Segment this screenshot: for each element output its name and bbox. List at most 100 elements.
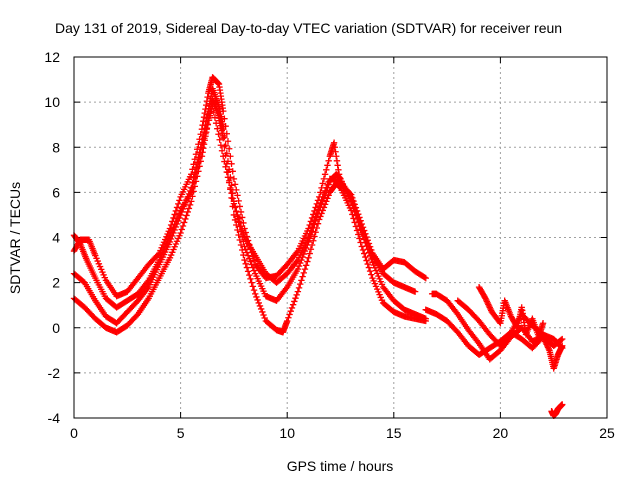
- data-point: [191, 156, 199, 163]
- data-point: [285, 314, 292, 321]
- data-point: [364, 260, 371, 268]
- data-point: [289, 301, 297, 308]
- x-axis-label: GPS time / hours: [287, 458, 394, 474]
- data-point: [360, 231, 368, 238]
- data-point: [228, 189, 235, 197]
- data-point: [304, 258, 311, 265]
- data-point: [222, 163, 229, 171]
- data-point: [311, 216, 318, 224]
- data-point: [365, 264, 373, 271]
- data-points: [70, 74, 566, 419]
- data-point: [207, 112, 214, 119]
- data-point: [257, 305, 265, 313]
- y-tick-label: 2: [52, 275, 60, 291]
- data-point: [310, 220, 317, 227]
- data-point: [241, 256, 248, 264]
- data-point: [306, 230, 313, 238]
- data-point: [185, 205, 193, 212]
- data-point: [176, 197, 183, 204]
- data-point: [252, 290, 259, 298]
- data-point: [237, 223, 245, 230]
- data-point: [362, 234, 369, 241]
- data-point: [233, 207, 240, 215]
- data-point: [220, 135, 227, 142]
- data-point: [315, 202, 323, 210]
- data-point: [294, 288, 302, 295]
- data-point: [244, 252, 252, 259]
- data-point: [353, 211, 361, 218]
- data-point: [188, 198, 195, 205]
- data-point: [229, 195, 236, 202]
- data-point: [319, 193, 326, 201]
- data-point: [366, 246, 374, 253]
- chart-title: Day 131 of 2019, Sidereal Day-to-day VTE…: [55, 20, 562, 36]
- data-point: [321, 187, 329, 195]
- data-point: [308, 223, 316, 231]
- data-point: [241, 243, 248, 250]
- data-point: [249, 283, 257, 290]
- data-point: [202, 105, 209, 113]
- data-point: [192, 151, 200, 158]
- data-point: [246, 271, 253, 279]
- data-point: [182, 215, 189, 223]
- data-point: [350, 200, 357, 208]
- data-point: [294, 265, 302, 273]
- data-point: [356, 218, 363, 225]
- data-point: [186, 201, 194, 209]
- data-point: [323, 198, 330, 205]
- data-point: [243, 264, 251, 271]
- data-point: [198, 144, 206, 151]
- data-point: [223, 130, 230, 137]
- data-point: [229, 168, 236, 175]
- data-point: [358, 225, 366, 232]
- data-point: [225, 145, 233, 152]
- data-point: [421, 274, 428, 281]
- data-point: [261, 314, 268, 322]
- data-point: [362, 253, 369, 261]
- data-point: [300, 269, 307, 277]
- data-point: [236, 219, 244, 226]
- data-point: [324, 162, 331, 169]
- data-point: [305, 234, 312, 241]
- data-point: [218, 147, 226, 154]
- y-tick-label: 8: [52, 139, 60, 155]
- data-point: [422, 274, 429, 282]
- data-point: [539, 320, 547, 327]
- data-point: [558, 343, 565, 351]
- data-point: [319, 180, 326, 187]
- data-point: [302, 262, 310, 269]
- data-point: [324, 181, 331, 189]
- data-point: [325, 157, 332, 164]
- data-point: [306, 250, 313, 257]
- data-point: [312, 229, 319, 236]
- data-point: [225, 179, 233, 186]
- data-point: [195, 141, 202, 148]
- data-point: [224, 174, 232, 181]
- data-point: [513, 323, 520, 330]
- data-point: [242, 246, 249, 253]
- data-point: [310, 237, 317, 244]
- data-point: [221, 115, 228, 122]
- data-point: [284, 317, 291, 325]
- data-point: [214, 125, 221, 132]
- grid-lines: [74, 57, 607, 418]
- data-point: [183, 212, 190, 219]
- data-point: [305, 254, 312, 262]
- data-point: [215, 131, 222, 138]
- data-point: [360, 250, 368, 257]
- data-point: [365, 243, 373, 250]
- data-point: [190, 179, 197, 186]
- data-point: [220, 107, 227, 115]
- data-point: [292, 294, 299, 302]
- data-point: [320, 175, 328, 183]
- x-tick-label: 15: [386, 425, 402, 441]
- data-point: [330, 139, 338, 146]
- y-axis-label: SDTVAR / TECUs: [7, 182, 23, 294]
- data-point: [223, 150, 230, 157]
- data-point: [237, 208, 245, 216]
- data-point: [246, 255, 253, 262]
- data-point: [197, 149, 204, 156]
- data-point: [231, 181, 239, 188]
- series-track-i: [548, 401, 566, 419]
